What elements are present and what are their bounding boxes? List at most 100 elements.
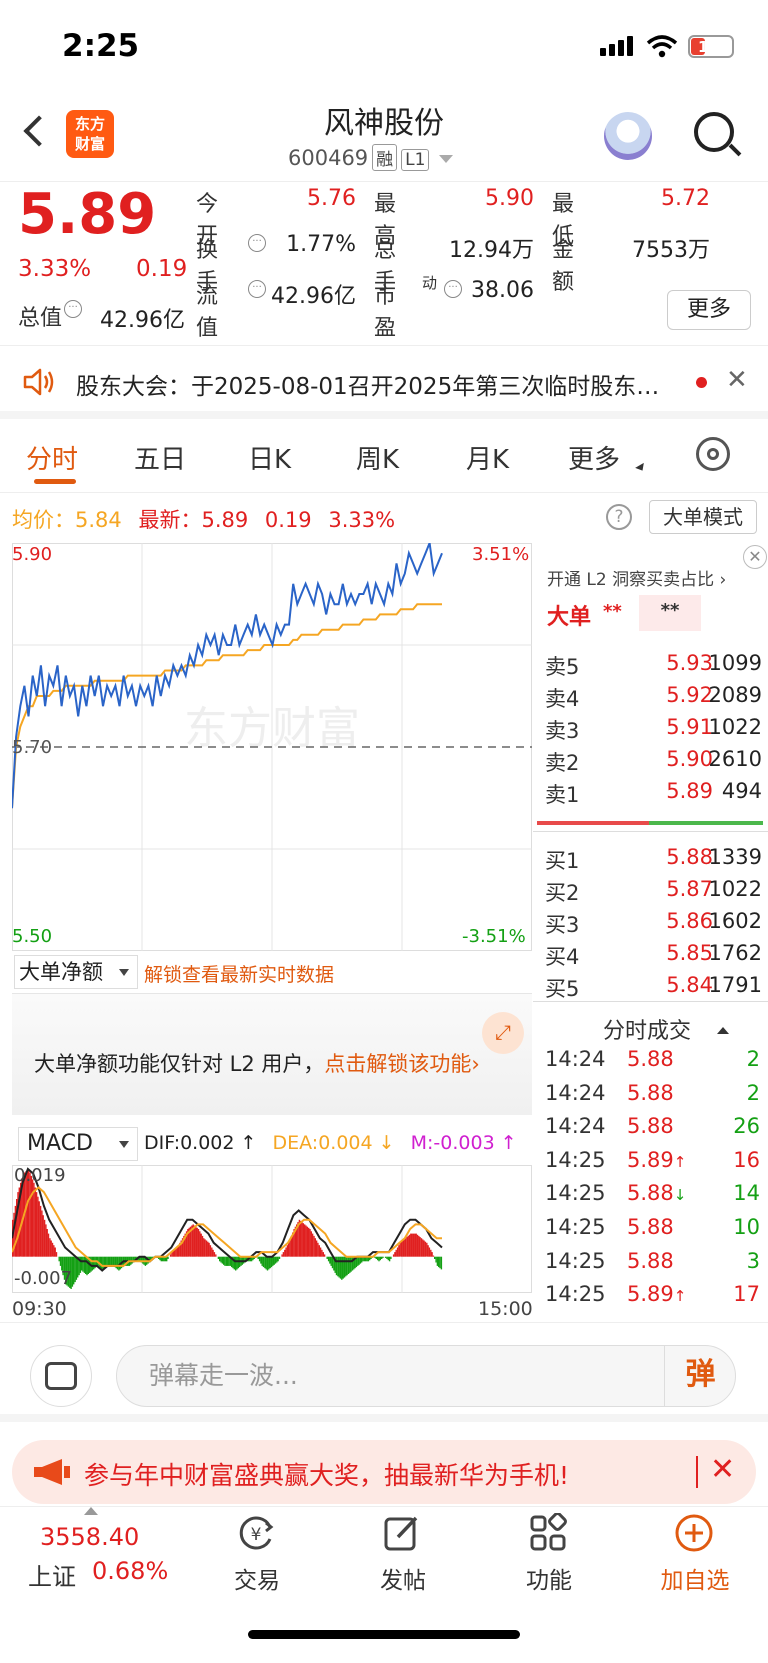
quote-value: 7553万 <box>632 238 710 263</box>
macd-bar <box>353 1256 355 1270</box>
tab-weekly-k[interactable]: 周K <box>356 445 400 475</box>
macd-bar <box>292 1232 294 1257</box>
macd-bar <box>315 1240 318 1257</box>
ask-row[interactable]: 卖1 5.89 494 <box>533 775 768 809</box>
latest-change: 0.19 <box>264 508 312 532</box>
ask-row[interactable]: 卖2 5.90 2610 <box>533 743 768 777</box>
tab-intraday[interactable]: 分时 <box>26 445 79 475</box>
tick-direction-icon: ↓ <box>673 1186 687 1205</box>
ticks-title[interactable]: 分时成交 <box>603 1019 692 1044</box>
macd-bar <box>189 1226 192 1257</box>
total-market-value: 42.96亿 <box>100 308 185 333</box>
macd-bar <box>29 1172 31 1257</box>
l2-upgrade-tip[interactable]: 开通 L2 洞察买卖占比 › <box>547 570 727 590</box>
bid-row[interactable]: 买2 5.87 1022 <box>533 873 768 907</box>
bid-price: 5.88 <box>666 845 713 869</box>
macd-bar <box>99 1256 101 1269</box>
nav-add-watchlist[interactable]: 加自选 <box>640 1507 750 1597</box>
macd-bar <box>43 1219 46 1257</box>
quote-label: 最低 <box>552 192 575 249</box>
macd-bar <box>301 1222 303 1257</box>
indicator-select[interactable]: MACD <box>18 1127 138 1161</box>
index-name: 上证 <box>28 1563 76 1591</box>
macd-bar <box>199 1231 201 1257</box>
stock-code-selector[interactable]: 600469 融 L1 <box>288 144 454 171</box>
assistant-avatar[interactable] <box>604 112 652 160</box>
expand-icon[interactable]: ⤢ <box>482 1012 524 1054</box>
close-icon[interactable]: ✕ <box>726 365 748 395</box>
macd-chart[interactable] <box>12 1165 532 1293</box>
info-icon[interactable]: ··· <box>64 300 83 318</box>
tick-time: 14:24 <box>545 1047 606 1071</box>
danmaku-input[interactable]: 弹幕走一波... <box>116 1345 736 1407</box>
bid-row[interactable]: 买4 5.85 1762 <box>533 937 768 971</box>
more-button[interactable]: 更多 <box>667 290 751 330</box>
net-order-locked-panel: 大单净额功能仅针对 L2 用户，点击解锁该功能› ⤢ <box>12 993 532 1115</box>
macd-bar <box>278 1256 281 1259</box>
macd-bar <box>366 1256 368 1262</box>
danmaku-send-button[interactable]: 弹 <box>664 1345 736 1407</box>
bid-row[interactable]: 买3 5.86 1602 <box>533 905 768 939</box>
index-ticker[interactable]: 3558.40 上证 0.68% <box>0 1507 180 1607</box>
nav-function[interactable]: 功能 <box>494 1507 604 1597</box>
ask-row[interactable]: 卖5 5.93 1099 <box>533 647 768 681</box>
macd-bar <box>106 1256 108 1268</box>
tab-daily-k[interactable]: 日K <box>248 445 292 475</box>
macd-bar <box>204 1239 206 1257</box>
macd-bar <box>69 1256 71 1288</box>
macd-bar <box>258 1256 261 1262</box>
macd-bar <box>355 1256 358 1268</box>
gear-icon[interactable] <box>696 437 730 471</box>
macd-bar <box>321 1249 323 1257</box>
net-order-select[interactable]: 大单净额 <box>14 955 138 989</box>
macd-bar <box>192 1224 194 1257</box>
macd-dif: DIF:0.002 ↑ <box>144 1132 257 1154</box>
macd-bar <box>277 1256 279 1262</box>
unlock-realtime-link[interactable]: 解锁查看最新实时数据 <box>144 964 335 986</box>
bid-row[interactable]: 买5 5.84 1791 <box>533 969 768 1003</box>
ask-volume: 2610 <box>708 747 762 771</box>
macd-bar <box>164 1256 166 1262</box>
macd-bar <box>418 1235 420 1257</box>
macd-bar <box>73 1256 75 1285</box>
help-icon[interactable]: ? <box>606 504 632 530</box>
quote-label: 换手 <box>196 238 219 295</box>
danmaku-settings-button[interactable] <box>30 1345 92 1407</box>
tab-five-day[interactable]: 五日 <box>134 445 187 475</box>
tab-more[interactable]: 更多 <box>568 445 621 475</box>
tick-volume: 17 <box>733 1282 760 1307</box>
close-icon[interactable]: ✕ <box>710 1452 736 1487</box>
nav-trade[interactable]: ¥ 交易 <box>202 1507 312 1597</box>
search-icon[interactable] <box>694 112 734 152</box>
macd-y-top: 0.019 <box>14 1165 66 1186</box>
change-amount: 0.19 <box>136 256 188 282</box>
close-icon[interactable]: ✕ <box>743 545 767 569</box>
avg-price-line <box>12 603 442 809</box>
notice-bar[interactable]: 股东大会：于2025-08-01召开2025年第三次临时股东大会 ✕ <box>0 347 768 419</box>
info-icon[interactable]: ··· <box>444 280 462 298</box>
big-order-masked-value: ** <box>603 601 622 622</box>
macd-bar <box>319 1247 322 1257</box>
info-icon[interactable]: ··· <box>248 280 266 298</box>
tab-monthly-k[interactable]: 月K <box>466 445 510 475</box>
unlock-feature-link[interactable]: 点击解锁该功能› <box>324 1052 480 1076</box>
latest-percent: 3.33% <box>328 508 396 532</box>
macd-bar <box>205 1240 208 1257</box>
macd-bar <box>434 1256 436 1259</box>
app-logo: 东方 财富 <box>66 110 114 158</box>
nav-post[interactable]: 发帖 <box>348 1507 458 1597</box>
bid-level: 买1 <box>545 849 580 873</box>
ask-row[interactable]: 卖4 5.92 2089 <box>533 679 768 713</box>
info-icon[interactable]: ··· <box>248 234 266 252</box>
macd-bar <box>296 1224 298 1257</box>
avg-price-value: 5.84 <box>75 508 122 532</box>
big-order-mode-button[interactable]: 大单模式 <box>649 500 757 534</box>
intraday-chart[interactable]: 东方财富 <box>12 543 532 951</box>
macd-bar <box>207 1241 209 1257</box>
bid-price: 5.85 <box>666 941 713 965</box>
bid-row[interactable]: 买1 5.88 1339 <box>533 841 768 875</box>
tick-price: 5.88↓ <box>627 1181 687 1206</box>
add-watchlist-icon <box>675 1514 713 1552</box>
promo-banner[interactable]: 参与年中财富盛典赢大奖，抽最新华为手机! ✕ <box>12 1440 756 1504</box>
ask-row[interactable]: 卖3 5.91 1022 <box>533 711 768 745</box>
